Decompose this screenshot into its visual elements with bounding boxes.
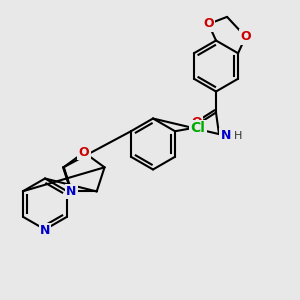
Text: N: N <box>220 129 231 142</box>
Text: H: H <box>234 130 243 141</box>
Text: N: N <box>66 185 76 198</box>
Text: O: O <box>203 17 214 31</box>
Text: O: O <box>240 30 251 43</box>
Text: N: N <box>40 224 50 238</box>
Text: O: O <box>79 146 89 159</box>
Text: O: O <box>191 116 202 130</box>
Text: Cl: Cl <box>191 121 206 135</box>
